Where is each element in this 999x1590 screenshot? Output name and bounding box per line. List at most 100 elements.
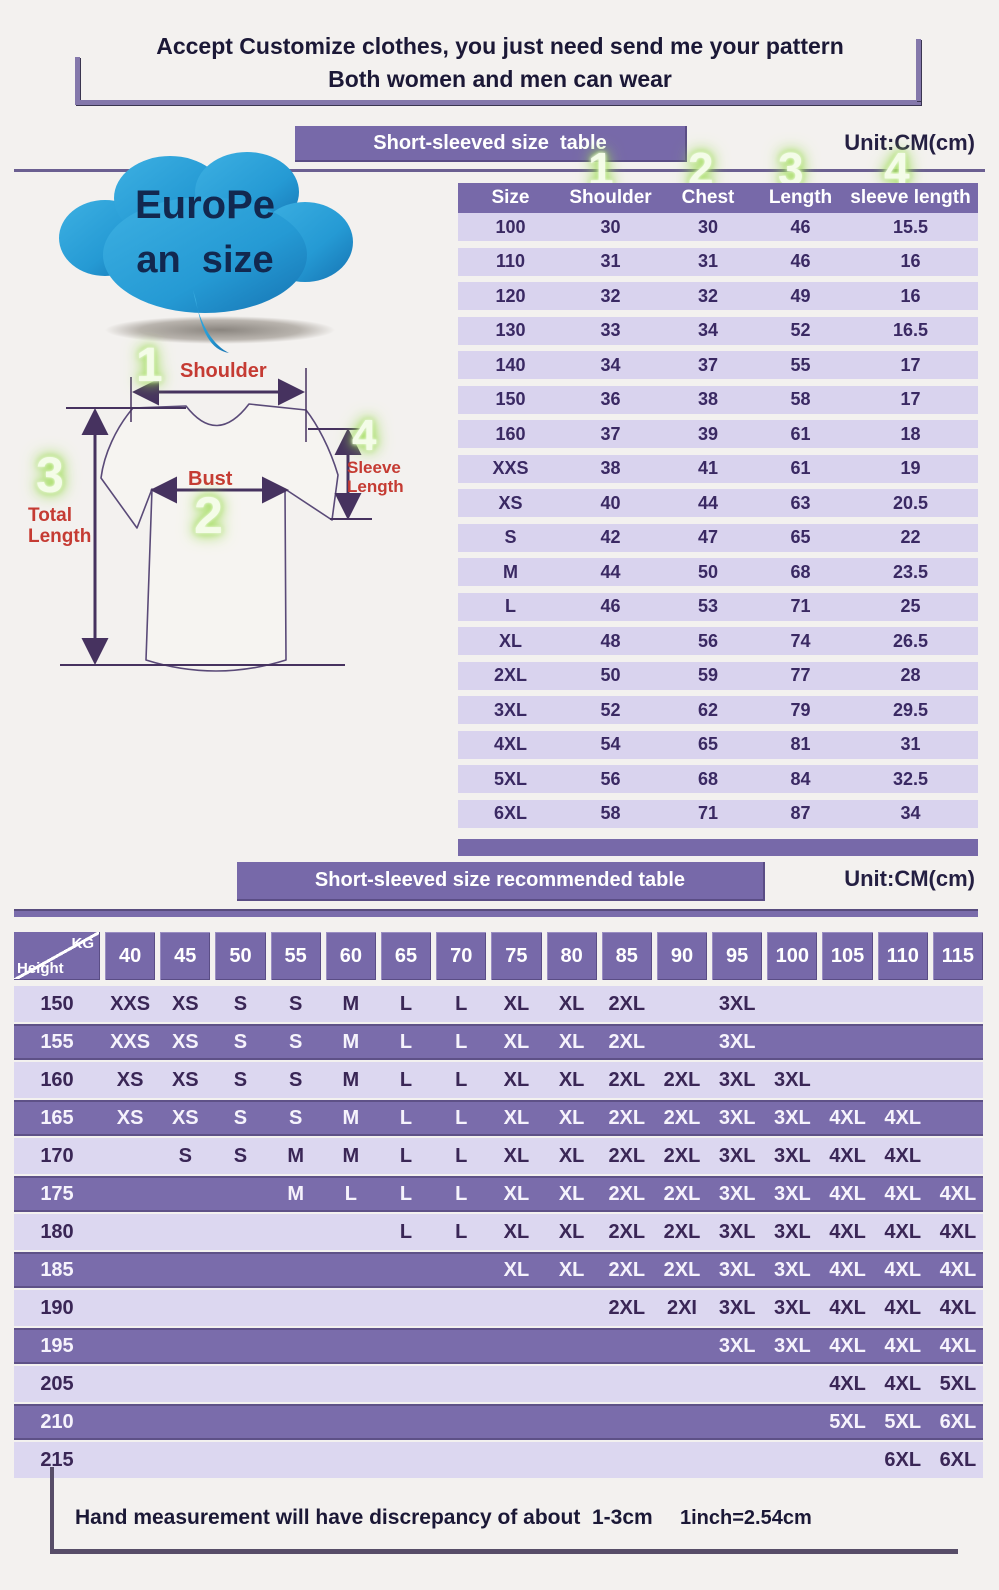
recommended-size-cell: 4XL bbox=[829, 1220, 866, 1243]
recommended-size-cell: L bbox=[455, 1182, 468, 1205]
height-row-label: 210 bbox=[40, 1410, 74, 1433]
recommended-table-row: 175 M L L L XL XL 2XL 2XL 3XL 3XL 4XL 4XL 4XL bbox=[14, 1176, 983, 1212]
recommended-size-cell: 3XL bbox=[774, 1068, 811, 1091]
recommended-size-cell: 4XL bbox=[884, 1372, 922, 1395]
recommended-size-cell: 4XL bbox=[939, 1182, 977, 1205]
recommended-table-top-rule bbox=[14, 909, 978, 917]
size-table-cell: 53 bbox=[697, 596, 719, 616]
size-table-cell: 100 bbox=[495, 216, 526, 237]
size-table-cell: 160 bbox=[495, 423, 526, 444]
size-table-cell: 61 bbox=[790, 458, 811, 478]
size-table-column-header: sleeve length bbox=[850, 187, 971, 208]
size-table-cell: 40 bbox=[600, 492, 621, 513]
recommended-size-cell: S bbox=[233, 1144, 248, 1167]
footer-frame-left-bar bbox=[50, 1467, 54, 1553]
recommended-size-cell: XL bbox=[503, 1068, 530, 1091]
size-table-row: 130 33 34 52 16.5 bbox=[458, 316, 978, 345]
recommended-size-cell: XL bbox=[558, 1106, 585, 1129]
recommended-size-cell: L bbox=[344, 1182, 357, 1205]
recommended-size-cell: 4XL bbox=[829, 1182, 866, 1205]
size-table-row: 160 37 39 61 18 bbox=[458, 420, 978, 448]
size-table-cell: 84 bbox=[790, 768, 811, 789]
recommended-size-cell: 2XL bbox=[608, 1258, 646, 1281]
size-table-cell: 58 bbox=[600, 803, 621, 823]
recommended-size-cell: XXS bbox=[110, 992, 151, 1015]
title-frame-left-bar bbox=[75, 57, 80, 104]
size-table-cell: 2XL bbox=[493, 665, 527, 685]
recommended-size-cell: 3XL bbox=[718, 1030, 756, 1053]
recommended-size-cell: 3XL bbox=[774, 1334, 811, 1357]
size-table-cell: 3XL bbox=[493, 699, 527, 720]
recommended-size-cell: 4XL bbox=[829, 1258, 866, 1281]
size-table-cell: 30 bbox=[697, 216, 719, 237]
size-table-cell: 16 bbox=[900, 251, 921, 271]
size-table-cell: 16.5 bbox=[892, 320, 929, 340]
size-table-row: 5XL 56 68 84 32.5 bbox=[458, 765, 978, 793]
size-table-cell: 23.5 bbox=[892, 561, 929, 582]
size-table-cell: 34 bbox=[697, 320, 719, 340]
kg-column-header: 60 bbox=[325, 932, 376, 980]
size-table-cell: 46 bbox=[790, 216, 811, 237]
corner-kg-label: KG bbox=[71, 935, 95, 952]
size-table-row: L 46 53 71 25 bbox=[458, 592, 978, 621]
size-table-cell: 42 bbox=[600, 527, 621, 547]
size-table-cell: 31 bbox=[697, 251, 719, 271]
recommended-size-cell: XL bbox=[503, 992, 530, 1015]
recommended-size-cell: S bbox=[233, 1030, 248, 1053]
recommended-size-cell: 2XL bbox=[608, 1182, 646, 1205]
size-table-cell: 17 bbox=[900, 389, 921, 409]
size-table-cell: 49 bbox=[790, 285, 811, 306]
recommended-size-cell: L bbox=[455, 1220, 468, 1243]
recommended-size-cell: 6XL bbox=[939, 1448, 977, 1471]
recommended-size-cell: XS bbox=[171, 1030, 199, 1053]
measurement-note: Hand measurement will have discrepancy o… bbox=[75, 1506, 653, 1529]
recommended-size-cell: 2XL bbox=[608, 992, 646, 1015]
size-table-cell: 110 bbox=[495, 251, 526, 271]
kg-column-header: 90 bbox=[656, 932, 708, 980]
size-table-cell: 120 bbox=[495, 285, 526, 306]
size-table-cell: 55 bbox=[790, 354, 811, 375]
size-table-row: XXS 38 41 61 19 bbox=[458, 454, 978, 483]
kg-column-header: 80 bbox=[546, 932, 597, 980]
size-table-cell: 34 bbox=[600, 354, 621, 375]
size-table-cell: 17 bbox=[900, 354, 921, 375]
recommended-size-cell: L bbox=[455, 1106, 468, 1129]
size-table-header-row: Size Shoulder Chest Length sleeve length bbox=[458, 183, 978, 213]
recommended-size-cell: XL bbox=[503, 1030, 530, 1053]
recommended-table-row: 190 2XL 2XI 3XL 3XL 4XL 4XL 4XL bbox=[14, 1290, 983, 1326]
page-title-line1: Accept Customize clothes, you just need … bbox=[156, 33, 844, 59]
inch-conversion-note: 1inch=2.54cm bbox=[680, 1507, 812, 1529]
recommended-table-body: 150 XXS XS S S M L L XL XL 2XL 3XL 155 XXS XS S S M L L XL XL… bbox=[14, 986, 983, 1480]
height-row-label: 175 bbox=[40, 1182, 74, 1205]
cloud-shape bbox=[59, 152, 353, 353]
size-table-cell: 26.5 bbox=[892, 630, 929, 651]
recommended-size-cell: 2XL bbox=[663, 1258, 701, 1281]
recommended-size-cell: L bbox=[455, 1144, 468, 1167]
shoulder-label: Shoulder bbox=[180, 360, 267, 382]
size-table-cell: 47 bbox=[697, 527, 719, 547]
size-table-row: 150 36 38 58 17 bbox=[458, 385, 978, 414]
recommended-size-cell: XS bbox=[116, 1106, 144, 1129]
recommended-size-cell: XL bbox=[558, 1030, 585, 1053]
total-length-label: Total Length bbox=[28, 505, 92, 548]
size-table-row: 100 30 30 46 15.5 bbox=[458, 213, 978, 241]
cloud-text-line2: an size bbox=[136, 239, 273, 281]
recommended-table-banner: Short-sleeved size recommended table bbox=[237, 862, 765, 901]
size-table-cell: 81 bbox=[790, 734, 811, 754]
recommended-size-cell: 6XL bbox=[939, 1410, 977, 1433]
recommended-size-cell: 4XL bbox=[829, 1144, 866, 1167]
kg-column-header: 110 bbox=[877, 932, 928, 980]
recommended-table-row: 150 XXS XS S S M L L XL XL 2XL 3XL bbox=[14, 986, 983, 1022]
size-table-cell: 36 bbox=[600, 389, 621, 409]
size-table-cell: 32 bbox=[697, 285, 719, 306]
size-table-cell: 140 bbox=[495, 354, 526, 375]
recommended-size-cell: 2XL bbox=[663, 1182, 701, 1205]
recommended-size-cell: 3XL bbox=[774, 1258, 811, 1281]
diagram-marker-4: 4 bbox=[352, 411, 377, 460]
size-table-cell: 31 bbox=[900, 734, 921, 754]
recommended-size-cell: 2XL bbox=[608, 1144, 646, 1167]
recommended-size-cell: L bbox=[455, 992, 468, 1015]
size-table-cell: 19 bbox=[900, 458, 921, 478]
size-table-cell: 4XL bbox=[493, 734, 527, 754]
